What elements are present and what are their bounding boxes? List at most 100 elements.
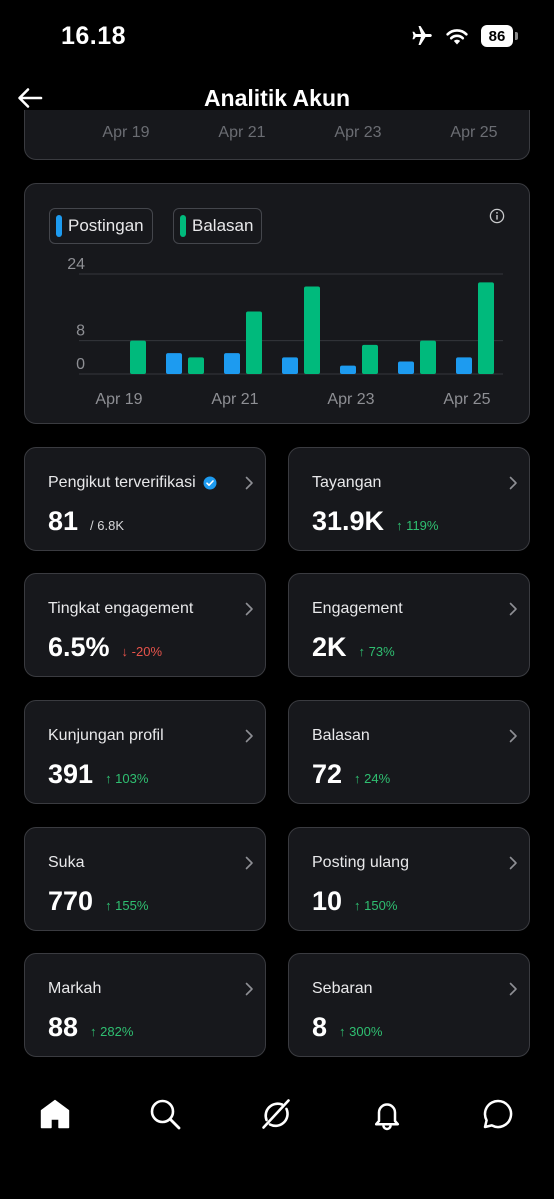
metric-label-row: Suka <box>48 854 84 872</box>
chevron-right-icon <box>245 476 253 490</box>
metric-label: Markah <box>48 980 102 997</box>
chevron-right-icon <box>509 729 517 743</box>
bar-balasan <box>362 344 378 374</box>
messages-icon[interactable] <box>481 1097 515 1131</box>
grok-icon[interactable] <box>259 1097 293 1131</box>
home-icon[interactable] <box>38 1097 72 1131</box>
metric-change: ↑ 103% <box>105 771 149 786</box>
page-title: Analitik Akun <box>203 85 351 111</box>
search-icon[interactable] <box>148 1097 182 1131</box>
chevron-right-icon <box>245 982 253 996</box>
back-arrow-icon[interactable] <box>14 82 46 114</box>
battery-level: 86 <box>481 25 513 47</box>
x-tick-label: Apr 19 <box>102 124 150 141</box>
metric-value: 31.9K <box>312 506 385 536</box>
legend-swatch-balasan <box>180 215 186 237</box>
bar-postingan <box>340 365 356 374</box>
chevron-right-icon <box>245 729 253 743</box>
metric-card[interactable]: Tingkat engagement 6.5% ↓ -20% <box>24 573 266 677</box>
metric-card[interactable]: Balasan 72 ↑ 24% <box>288 700 530 804</box>
y-tick-label: 24 <box>67 256 85 273</box>
wifi-icon <box>446 29 468 45</box>
metric-value-row: 88 ↑ 282% <box>48 1012 133 1043</box>
bar-balasan <box>188 357 204 374</box>
x-tick-label: Apr 19 <box>95 391 142 408</box>
metric-label: Tayangan <box>312 474 382 491</box>
legend-swatch-postingan <box>56 215 62 237</box>
metric-label: Suka <box>48 854 85 871</box>
metric-change: ↑ 282% <box>90 1024 134 1039</box>
metric-value: 2K <box>312 632 347 662</box>
metric-value: 10 <box>312 886 343 916</box>
metric-value: 88 <box>48 1012 79 1042</box>
metric-total: / 6.8K <box>90 518 125 533</box>
battery-indicator: 86 <box>481 25 518 47</box>
x-tick-label: Apr 21 <box>218 124 266 141</box>
info-icon[interactable] <box>489 208 505 224</box>
x-tick-label: Apr 23 <box>327 391 374 408</box>
x-tick-label: Apr 21 <box>211 391 258 408</box>
x-tick-label: Apr 25 <box>450 124 498 141</box>
y-tick-label: 8 <box>76 323 85 340</box>
metric-card[interactable]: Kunjungan profil 391 ↑ 103% <box>24 700 266 804</box>
metric-change: ↓ -20% <box>121 644 163 659</box>
metric-change: ↑ 73% <box>358 644 395 659</box>
metric-value-row: 391 ↑ 103% <box>48 759 148 790</box>
metric-label: Engagement <box>312 600 403 617</box>
metric-value-row: 10 ↑ 150% <box>312 886 397 917</box>
chevron-right-icon <box>509 982 517 996</box>
metric-change: ↑ 24% <box>354 771 391 786</box>
metric-value-row: 72 ↑ 24% <box>312 759 390 790</box>
metric-card[interactable]: Markah 88 ↑ 282% <box>24 953 266 1057</box>
metric-card[interactable]: Engagement 2K ↑ 73% <box>288 573 530 677</box>
status-bar: 16.18 86 <box>0 0 554 74</box>
metric-value: 72 <box>312 759 343 789</box>
metric-label-row: Engagement <box>312 600 403 618</box>
verified-badge-icon <box>203 476 217 490</box>
metric-card[interactable]: Pengikut terverifikasi 81 / 6.8K <box>24 447 266 551</box>
metric-label-row: Tayangan <box>312 474 381 492</box>
metric-value-row: 81 / 6.8K <box>48 506 124 537</box>
metric-label-row: Tingkat engagement <box>48 600 193 618</box>
bar-postingan <box>282 357 298 374</box>
metric-change: ↑ 300% <box>339 1024 383 1039</box>
metric-card[interactable]: Sebaran 8 ↑ 300% <box>288 953 530 1057</box>
chevron-right-icon <box>509 856 517 870</box>
metric-value-row: 2K ↑ 73% <box>312 632 395 663</box>
bottom-tab-bar <box>0 1075 554 1199</box>
metric-value-row: 770 ↑ 155% <box>48 886 148 917</box>
x-tick-label: Apr 23 <box>334 124 382 141</box>
status-time: 16.18 <box>61 22 127 50</box>
metric-card[interactable]: Tayangan 31.9K ↑ 119% <box>288 447 530 551</box>
chevron-right-icon <box>245 856 253 870</box>
previous-chart-card: Apr 19 Apr 21 Apr 23 Apr 25 <box>24 110 530 160</box>
bar-postingan <box>456 357 472 374</box>
bar-balasan <box>304 286 320 374</box>
bar-postingan <box>166 353 182 374</box>
legend-balasan[interactable]: Balasan <box>173 208 263 244</box>
metric-value-row: 6.5% ↓ -20% <box>48 632 162 663</box>
status-icons: 86 <box>409 24 518 48</box>
metric-change: ↑ 119% <box>396 518 439 533</box>
metric-label-row: Kunjungan profil <box>48 727 164 745</box>
metric-value-row: 31.9K ↑ 119% <box>312 506 438 537</box>
legend-postingan[interactable]: Postingan <box>49 208 153 244</box>
metric-label: Pengikut terverifikasi <box>48 474 196 491</box>
metric-value: 770 <box>48 886 94 916</box>
bell-icon[interactable] <box>370 1097 404 1131</box>
bar-balasan <box>130 340 146 374</box>
chevron-right-icon <box>245 602 253 616</box>
metric-value: 81 <box>48 506 79 536</box>
metric-value: 8 <box>312 1012 328 1042</box>
metric-label: Tingkat engagement <box>48 600 194 617</box>
metric-value: 6.5% <box>48 632 110 662</box>
x-tick-label: Apr 25 <box>443 391 490 408</box>
metric-value-row: 8 ↑ 300% <box>312 1012 382 1043</box>
legend-label: Balasan <box>192 216 254 235</box>
metric-label-row: Posting ulang <box>312 854 409 872</box>
metric-label-row: Markah <box>48 980 101 998</box>
metric-card[interactable]: Suka 770 ↑ 155% <box>24 827 266 931</box>
metric-value: 391 <box>48 759 94 789</box>
bar-chart: 24 8 0 Apr 19 Apr 21 Apr 23 Apr 25 <box>67 256 503 408</box>
metric-card[interactable]: Posting ulang 10 ↑ 150% <box>288 827 530 931</box>
